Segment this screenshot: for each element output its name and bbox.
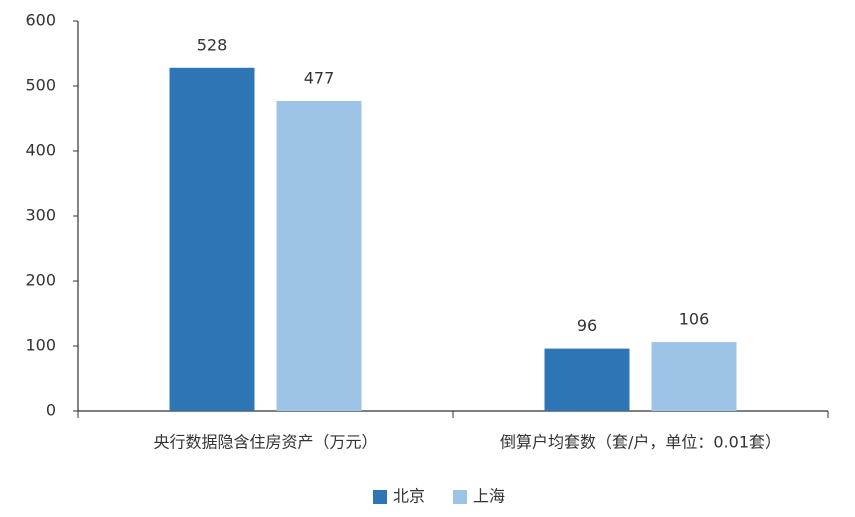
y-tick-label: 400 — [25, 141, 56, 160]
legend-label: 北京 — [393, 487, 425, 506]
y-tick-label: 600 — [25, 11, 56, 30]
legend-label: 上海 — [473, 487, 505, 506]
y-tick-label: 300 — [25, 206, 56, 225]
data-label: 528 — [197, 35, 228, 54]
bar — [169, 67, 255, 412]
legend-swatch — [373, 490, 387, 504]
y-tick-label: 500 — [25, 76, 56, 95]
y-tick-label: 100 — [25, 336, 56, 355]
legend-swatch — [453, 490, 467, 504]
data-label: 106 — [679, 310, 710, 329]
x-tick-label: 倒算户均套数（套/户，单位：0.01套） — [500, 433, 781, 452]
bar — [276, 100, 362, 411]
data-label: 477 — [304, 68, 335, 87]
bar — [651, 342, 737, 411]
data-label: 96 — [577, 316, 597, 335]
bar — [544, 348, 630, 411]
x-tick-label: 央行数据隐含住房资产（万元） — [153, 433, 377, 452]
y-tick-label: 200 — [25, 271, 56, 290]
y-tick-label: 0 — [46, 401, 56, 420]
